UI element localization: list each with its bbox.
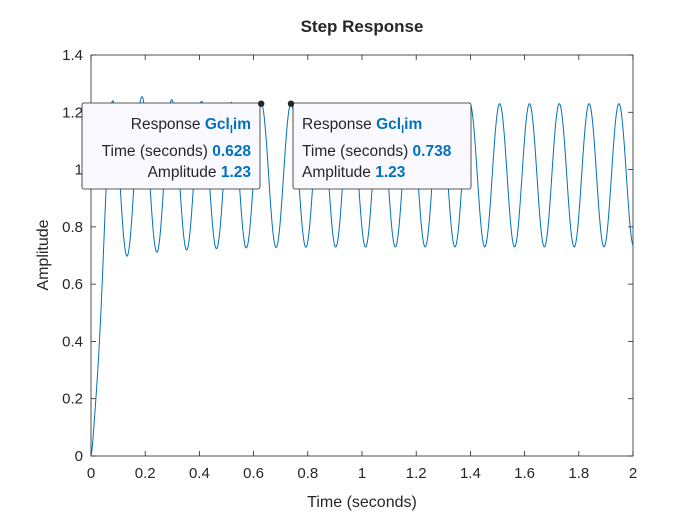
datatip-1-response: Response Gcllim: [131, 116, 251, 136]
datatip-2-marker[interactable]: [287, 100, 295, 107]
x-axis-label: Time (seconds): [307, 494, 417, 511]
y-tick-label: 0.8: [62, 219, 83, 236]
datatip-1-amplitude: Amplitude 1.23: [148, 164, 252, 181]
datatip-2-amplitude: Amplitude 1.23: [302, 164, 406, 181]
x-tick-label: 0.6: [243, 465, 264, 482]
datatip-1[interactable]: Response Gcllim Time (seconds) 0.628 Amp…: [81, 102, 261, 190]
datatip-2-box: [292, 102, 472, 190]
y-tick-label: 1: [75, 162, 83, 179]
y-axis-label: Amplitude: [35, 219, 52, 290]
y-tick-label: 0: [75, 448, 83, 465]
y-tick-label: 0.2: [62, 391, 83, 408]
x-tick-label: 1.2: [406, 465, 427, 482]
datatip-1-box: [81, 102, 261, 190]
datatip-2-response: Response Gcllim: [302, 116, 422, 136]
x-tick-label: 1: [358, 465, 366, 482]
datatip-1-marker[interactable]: [257, 100, 265, 107]
x-tick-label: 1.8: [568, 465, 589, 482]
datatip-2-time: Time (seconds) 0.738: [302, 143, 452, 160]
y-axis: 0 0.2 0.4 0.6 0.8 1 1.2 1.4: [62, 47, 633, 465]
x-tick-label: 0.2: [135, 465, 156, 482]
chart-title: Step Response: [301, 17, 424, 36]
y-tick-label: 0.6: [62, 276, 83, 293]
y-tick-label: 1.4: [62, 47, 83, 64]
y-tick-label: 0.4: [62, 333, 83, 350]
datatip-1-time: Time (seconds) 0.628: [102, 143, 252, 160]
x-tick-label: 2: [629, 465, 637, 482]
datatip-2[interactable]: Response Gcllim Time (seconds) 0.738 Amp…: [292, 102, 472, 190]
x-tick-label: 0.8: [297, 465, 318, 482]
x-tick-label: 0: [87, 465, 95, 482]
x-tick-label: 0.4: [189, 465, 210, 482]
series-line-gcl-lim[interactable]: [90, 96, 634, 457]
x-axis: 0 0.2 0.4 0.6 0.8 1 1.2 1.4 1.6 1.8 2: [87, 55, 637, 482]
x-tick-label: 1.4: [460, 465, 481, 482]
y-tick-label: 1.2: [62, 104, 83, 121]
x-tick-label: 1.6: [514, 465, 535, 482]
